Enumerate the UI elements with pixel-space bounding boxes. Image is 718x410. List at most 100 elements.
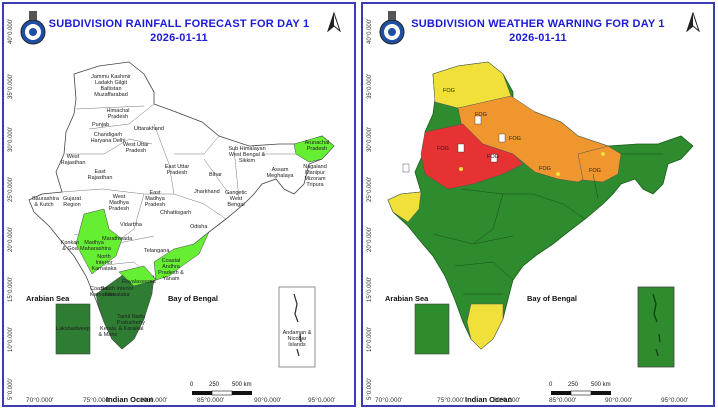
lat-tick-20: 20°0.000' bbox=[367, 226, 373, 252]
label-wup: West Uttar Pradesh bbox=[123, 142, 149, 154]
lon-tick-95: 95°0.000' bbox=[661, 397, 689, 404]
fog-label: FOG bbox=[475, 112, 487, 118]
scale-bar-seg2 bbox=[570, 390, 592, 396]
label-arun: Arunachal Pradesh bbox=[304, 140, 330, 152]
label-kerala: Kerala & Mahe bbox=[98, 326, 118, 338]
rain-lakshadweep bbox=[55, 303, 91, 355]
label-uk: Uttarakhand bbox=[134, 126, 164, 132]
label-tn: Tamil Nadu Puducherry & Karaikal bbox=[116, 314, 146, 332]
label-gwb: Gangetic West Bengal bbox=[224, 190, 247, 208]
north-arrow-icon bbox=[686, 12, 700, 32]
lon-tick-90: 90°0.000' bbox=[605, 397, 633, 404]
lat-tick-25: 25°0.000' bbox=[367, 176, 373, 202]
label-nik: North Interior Karnataka bbox=[91, 254, 117, 272]
label-ap: Coastal Andhra Pradesh & Yanam bbox=[158, 258, 184, 282]
scale-bar-seg3 bbox=[591, 391, 611, 395]
india-rainfall-map bbox=[28, 61, 335, 396]
bay-of-bengal-label: Bay of Bengal bbox=[527, 294, 578, 303]
lat-tick-40: 40°0.000' bbox=[367, 18, 373, 44]
label-hp: Himachal Pradesh bbox=[106, 108, 130, 120]
lat-tick-15: 15°0.000' bbox=[8, 276, 14, 302]
label-sik: South Interior Karnataka bbox=[100, 286, 134, 298]
lat-tick-5: 5°0.000' bbox=[367, 378, 373, 400]
label-eraj: East Rajasthan bbox=[87, 169, 113, 181]
lon-tick-75: 75°0.000' bbox=[83, 397, 111, 404]
label-wmp: West Madhya Pradesh bbox=[108, 194, 130, 212]
label-andaman: Andaman & Nicobar Islands bbox=[282, 330, 312, 348]
label-assam: Assam Meghalaya bbox=[266, 167, 294, 179]
lat-tick-35: 35°0.000' bbox=[8, 73, 14, 99]
lat-tick-15: 15°0.000' bbox=[367, 276, 373, 302]
label-tel: Telangana bbox=[144, 248, 170, 254]
label-lak: Lakshadweep bbox=[56, 326, 90, 332]
weather-warning-panel: SUBDIVISION WEATHER WARNING FOR DAY 1 20… bbox=[361, 2, 715, 407]
scale-0: 0 bbox=[190, 382, 194, 388]
arabian-sea-label: Arabian Sea bbox=[385, 294, 429, 303]
label-konkan: Konkan & Goa bbox=[60, 240, 80, 252]
label-odisha: Odisha bbox=[190, 224, 208, 230]
map-title: SUBDIVISION WEATHER WARNING FOR DAY 1 bbox=[411, 18, 665, 30]
lon-tick-70: 70°0.000' bbox=[26, 397, 54, 404]
fog-label: FOG bbox=[589, 168, 601, 174]
label-wraj: West Rajasthan bbox=[60, 154, 86, 166]
label-chd: Chandigarh Haryana Delhi bbox=[90, 132, 126, 144]
lon-tick-90: 90°0.000' bbox=[254, 397, 282, 404]
label-bihar: Bihar bbox=[209, 172, 222, 178]
warn-yellow-gujarat bbox=[387, 191, 422, 223]
lat-tick-10: 10°0.000' bbox=[367, 326, 373, 352]
label-jh: Jharkhand bbox=[194, 189, 220, 195]
rainfall-forecast-panel: SUBDIVISION RAINFALL FORECAST FOR DAY 1 … bbox=[2, 2, 356, 407]
scale-0: 0 bbox=[549, 382, 553, 388]
india-warning-map bbox=[387, 61, 694, 396]
label-punjab: Punjab bbox=[92, 122, 110, 128]
subdivision-boundaries bbox=[432, 153, 663, 295]
rain-rayalaseema bbox=[118, 265, 157, 287]
warn-orange-east bbox=[577, 145, 622, 183]
rain-west-deccan bbox=[75, 208, 123, 275]
andaman-inset bbox=[278, 286, 316, 368]
lat-tick-35: 35°0.000' bbox=[367, 73, 373, 99]
label-ck: Coastal Karnataka bbox=[90, 286, 115, 298]
label-vid: Vidarbha bbox=[120, 222, 142, 228]
north-arrow-icon bbox=[327, 12, 341, 32]
label-nmmt: Nagaland Manipur Mizoram Tripura bbox=[303, 164, 327, 188]
indian-ocean-label: Indian Ocean bbox=[465, 395, 513, 404]
scale-bar-seg1 bbox=[551, 391, 571, 395]
label-eup: East Uttar Pradesh bbox=[164, 164, 190, 176]
label-jk: Jammu Kashmir Ladakh Gilgit Baltistan Mu… bbox=[91, 74, 131, 98]
label-mara: Marathwada bbox=[102, 236, 133, 242]
lat-tick-40: 40°0.000' bbox=[8, 18, 14, 44]
lon-tick-80: 80°0.000' bbox=[140, 397, 168, 404]
lon-tick-75: 75°0.000' bbox=[437, 397, 465, 404]
label-guj: Gujarat Region bbox=[62, 196, 82, 208]
andaman-islands bbox=[652, 293, 661, 357]
map-date: 2026-01-11 bbox=[150, 32, 208, 44]
lon-tick-95: 95°0.000' bbox=[308, 397, 336, 404]
indian-ocean-label: Indian Ocean bbox=[106, 395, 154, 404]
lon-tick-85: 85°0.000' bbox=[197, 397, 225, 404]
label-mmah: Madhya Maharashtra bbox=[80, 240, 111, 252]
imd-emblem-icon bbox=[379, 11, 405, 45]
warn-lakshadweep bbox=[414, 303, 450, 355]
fog-label: FOG bbox=[509, 136, 521, 142]
warn-andaman-inset bbox=[637, 286, 675, 368]
warn-red-core bbox=[420, 123, 524, 190]
scale-bar-seg1 bbox=[192, 391, 212, 395]
andaman-islands bbox=[293, 293, 302, 357]
map-title: SUBDIVISION RAINFALL FORECAST FOR DAY 1 bbox=[48, 18, 310, 30]
lon-tick-80: 80°0.000' bbox=[493, 397, 521, 404]
label-emp: East Madhya Pradesh bbox=[144, 190, 166, 208]
lat-tick-20: 20°0.000' bbox=[8, 226, 14, 252]
lat-tick-30: 30°0.000' bbox=[367, 126, 373, 152]
lat-tick-10: 10°0.000' bbox=[8, 326, 14, 352]
arabian-sea-label: Arabian Sea bbox=[26, 294, 70, 303]
scale-500: 500 km bbox=[232, 382, 252, 388]
lat-tick-25: 25°0.000' bbox=[8, 176, 14, 202]
fog-label: FOG bbox=[443, 88, 455, 94]
imd-emblem-icon bbox=[20, 11, 46, 45]
scale-250: 250 bbox=[568, 382, 579, 388]
fog-label: FOG bbox=[539, 166, 551, 172]
rain-coastal-andhra bbox=[153, 231, 210, 281]
label-ray: Rayalaseema bbox=[122, 279, 156, 285]
scale-bar-seg3 bbox=[232, 391, 252, 395]
